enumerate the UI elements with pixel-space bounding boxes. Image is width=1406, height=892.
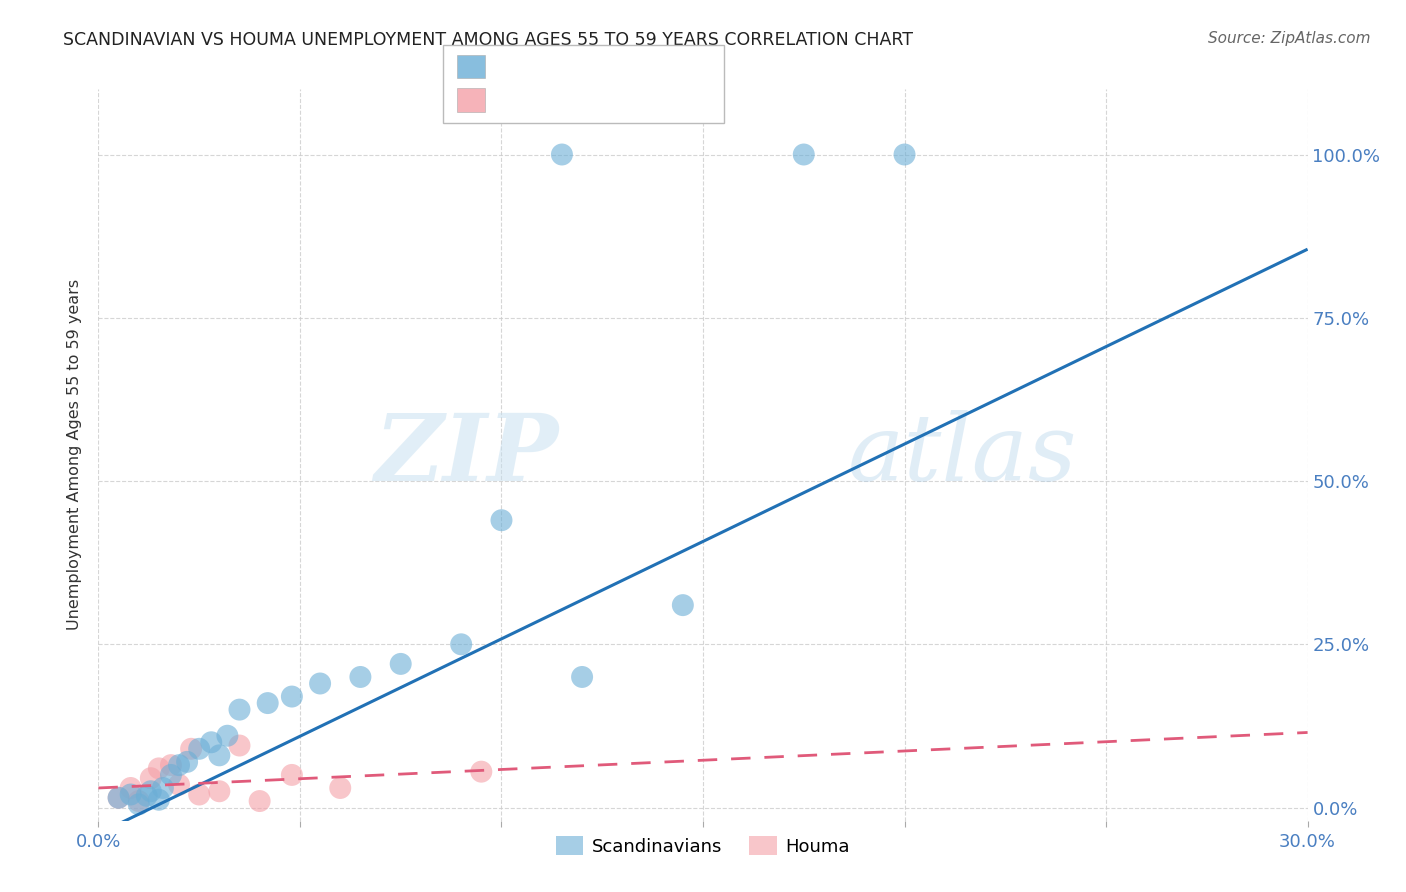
Text: N =: N = bbox=[600, 90, 654, 110]
Text: R =: R = bbox=[496, 57, 537, 77]
Point bbox=[228, 703, 250, 717]
Y-axis label: Unemployment Among Ages 55 to 59 years: Unemployment Among Ages 55 to 59 years bbox=[67, 279, 83, 631]
Point bbox=[217, 729, 239, 743]
Point bbox=[160, 758, 183, 772]
Point bbox=[120, 780, 142, 795]
Legend: Scandinavians, Houma: Scandinavians, Houma bbox=[548, 829, 858, 863]
Point bbox=[128, 794, 150, 808]
Text: 15: 15 bbox=[668, 90, 693, 110]
Point bbox=[349, 670, 371, 684]
Point bbox=[249, 794, 271, 808]
Point bbox=[208, 748, 231, 763]
Point bbox=[329, 780, 352, 795]
Point bbox=[200, 735, 222, 749]
Text: Source: ZipAtlas.com: Source: ZipAtlas.com bbox=[1208, 31, 1371, 46]
Point bbox=[450, 637, 472, 651]
Point bbox=[228, 739, 250, 753]
Text: 0.127: 0.127 bbox=[536, 90, 600, 110]
Text: 0.738: 0.738 bbox=[536, 57, 602, 77]
Point bbox=[793, 147, 815, 161]
Point bbox=[389, 657, 412, 671]
Point bbox=[139, 771, 162, 785]
Point bbox=[281, 768, 304, 782]
Point bbox=[148, 761, 170, 775]
Point bbox=[188, 741, 211, 756]
Point bbox=[571, 670, 593, 684]
Point bbox=[160, 768, 183, 782]
Point bbox=[107, 790, 129, 805]
Point bbox=[107, 790, 129, 805]
Point bbox=[180, 741, 202, 756]
Point bbox=[551, 147, 574, 161]
Text: 25: 25 bbox=[668, 57, 693, 77]
Text: atlas: atlas bbox=[848, 410, 1077, 500]
Point bbox=[120, 788, 142, 802]
Point bbox=[167, 778, 190, 792]
Point bbox=[256, 696, 278, 710]
Point bbox=[128, 797, 150, 812]
Point bbox=[208, 784, 231, 798]
Point bbox=[167, 758, 190, 772]
Text: ZIP: ZIP bbox=[374, 410, 558, 500]
Point bbox=[135, 789, 157, 803]
Point bbox=[672, 598, 695, 612]
Point bbox=[893, 147, 915, 161]
Point bbox=[281, 690, 304, 704]
Point bbox=[152, 780, 174, 795]
Point bbox=[470, 764, 492, 779]
Text: SCANDINAVIAN VS HOUMA UNEMPLOYMENT AMONG AGES 55 TO 59 YEARS CORRELATION CHART: SCANDINAVIAN VS HOUMA UNEMPLOYMENT AMONG… bbox=[63, 31, 914, 49]
Text: N =: N = bbox=[600, 57, 654, 77]
Point bbox=[148, 793, 170, 807]
Point bbox=[176, 755, 198, 769]
Point bbox=[491, 513, 513, 527]
Point bbox=[309, 676, 332, 690]
Point bbox=[139, 784, 162, 798]
Point bbox=[188, 788, 211, 802]
Text: R =: R = bbox=[496, 90, 537, 110]
